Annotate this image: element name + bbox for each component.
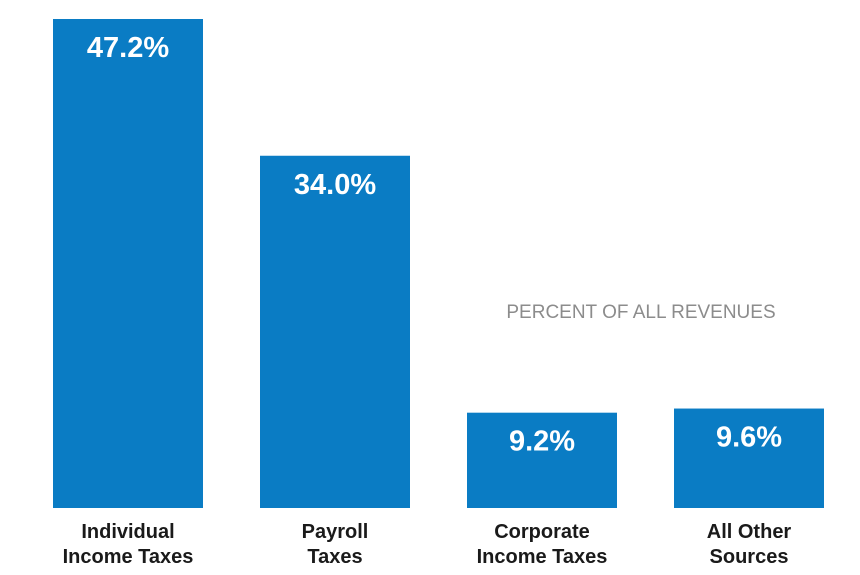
bar-value-label-4: 9.6% — [716, 422, 782, 454]
bar-4 — [674, 408, 824, 508]
bar-2 — [260, 155, 410, 508]
category-label-1-line-2: Income Taxes — [63, 546, 194, 568]
bar-value-label-2: 34.0% — [294, 169, 376, 201]
category-label-3-line-1: Corporate — [494, 521, 590, 543]
category-label-3-line-2: Income Taxes — [477, 546, 608, 568]
chart-annotation: PERCENT OF ALL REVENUES — [506, 302, 775, 323]
bar-1 — [53, 19, 203, 508]
bar-value-label-1: 47.2% — [87, 32, 169, 64]
category-label-1-line-1: Individual — [81, 521, 174, 543]
category-label-2-line-2: Taxes — [307, 546, 362, 568]
category-label-4-line-1: All Other — [707, 521, 792, 543]
category-label-2-line-1: Payroll — [302, 521, 369, 543]
bar-value-label-3: 9.2% — [509, 426, 575, 458]
category-label-4-line-2: Sources — [710, 546, 789, 568]
bar-3 — [467, 412, 617, 508]
